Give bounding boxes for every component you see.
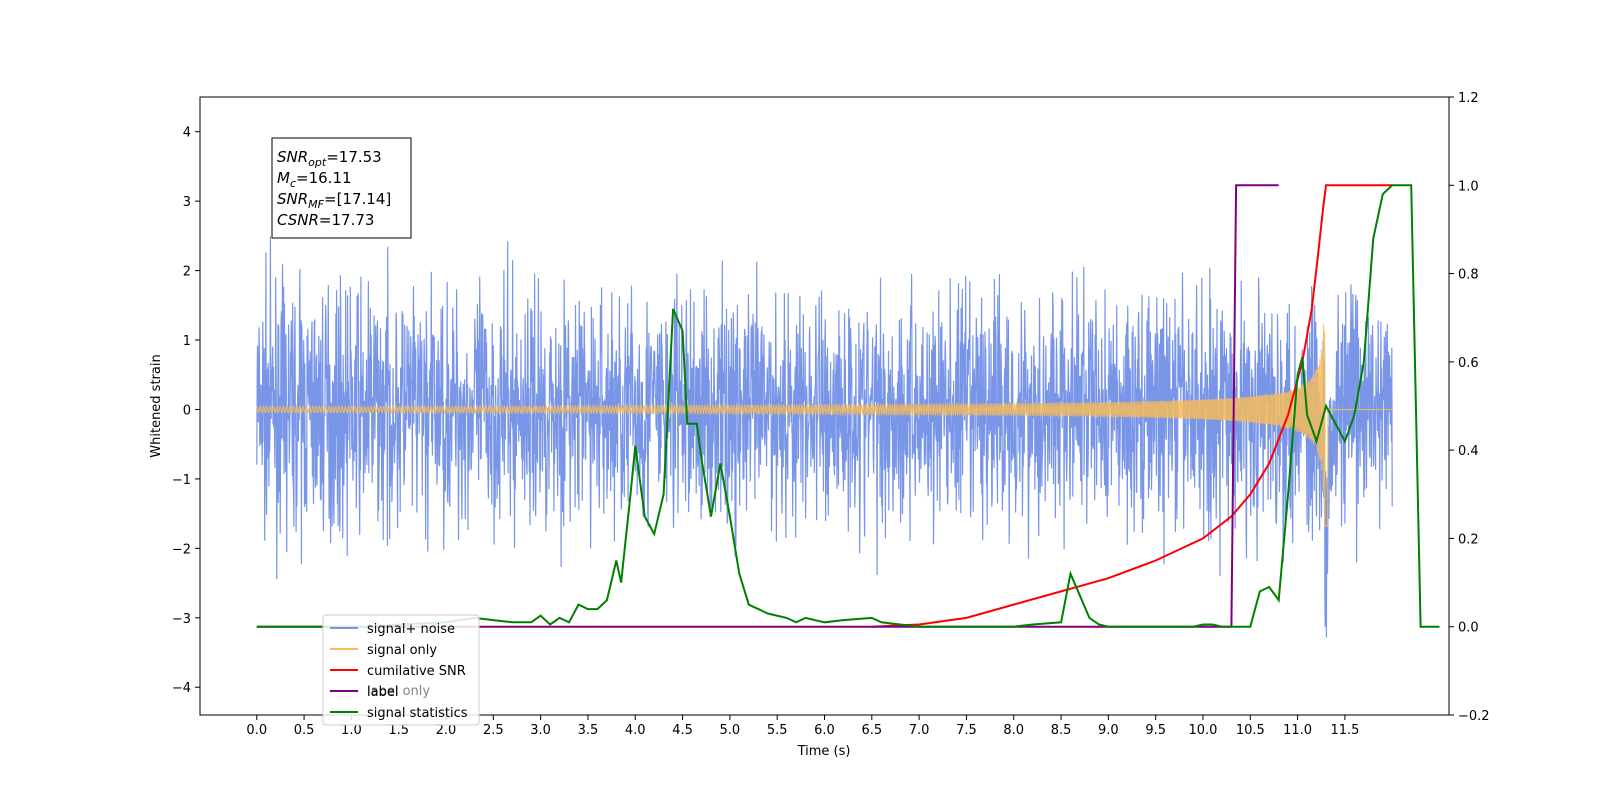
y-tick-label: −1: [172, 473, 191, 488]
x-tick-label: 6.5: [861, 723, 882, 738]
right-axis-series: [256, 184, 1440, 628]
y2-tick-label: 0.4: [1458, 444, 1479, 459]
annotation-line: Mc=16.11: [277, 169, 352, 190]
y-tick-label: 0: [183, 403, 191, 418]
x-axis-title: Time (s): [797, 744, 851, 759]
y-tick-label: 2: [183, 265, 191, 280]
annotation-line: CSNR=17.73: [277, 211, 374, 229]
x-tick-label: 10.5: [1236, 723, 1265, 738]
x-tick-label: 9.5: [1145, 723, 1166, 738]
x-tick-label: 2.0: [436, 723, 457, 738]
x-tick-label: 3.0: [530, 723, 551, 738]
legend-label: label: [367, 685, 398, 700]
x-tick-label: 3.5: [578, 723, 599, 738]
x-tick-label: 7.0: [909, 723, 930, 738]
x-tick-label: 9.0: [1098, 723, 1119, 738]
x-tick-label: 8.5: [1051, 723, 1072, 738]
annotation-box: SNRopt=17.53Mc=16.11SNRMF=[17.14]CSNR=17…: [271, 137, 412, 239]
x-tick-label: 8.0: [1003, 723, 1024, 738]
legend-ghost-label: label only: [367, 684, 430, 699]
x-tick-label: 11.5: [1330, 723, 1359, 738]
legend-label: cumilative SNR: [367, 664, 466, 679]
x-tick-label: 11.0: [1283, 723, 1312, 738]
y2-tick-label: 1.2: [1458, 91, 1479, 106]
x-tick-label: 5.5: [767, 723, 788, 738]
legend-label: signal statistics: [367, 706, 468, 721]
y-tick-label: 3: [183, 195, 191, 210]
x-tick-label: 7.5: [956, 723, 977, 738]
legend-box: [322, 614, 480, 726]
y-axis-left: −4 −3 −2 −1 0 1 2 3 4: [172, 126, 200, 696]
label-line: [256, 184, 1279, 628]
y2-tick-label: 1.0: [1458, 179, 1479, 194]
x-axis: 0.0 0.5 1.0 1.5 2.0 2.5 3.0 3.5 4.0 4.5 5.0 5.5 6.0 6…: [246, 715, 1359, 738]
y-tick-label: −4: [172, 681, 191, 696]
x-tick-label: 1.5: [388, 723, 409, 738]
x-tick-label: 0.5: [294, 723, 315, 738]
y2-tick-label: −0.2: [1458, 709, 1490, 724]
signal-only-series: [256, 323, 1392, 527]
annotation-line: SNRopt=17.53: [277, 148, 382, 169]
y-axis-right: −0.2 0.0 0.2 0.4 0.6 0.8 1.0 1.2: [1449, 91, 1490, 724]
x-tick-label: 6.0: [814, 723, 835, 738]
signal-noise-series: [256, 236, 1393, 638]
signal-only-line: [256, 323, 1392, 527]
signal-statistics-line: [256, 184, 1440, 628]
y-axis-title: Whitened strain: [149, 354, 164, 457]
x-tick-label: 0.0: [246, 723, 267, 738]
legend-label: signal only: [367, 643, 437, 658]
y2-tick-label: 0.0: [1458, 621, 1479, 636]
y-tick-label: 1: [183, 334, 191, 349]
y2-tick-label: 0.6: [1458, 356, 1479, 371]
annotation-frame: [271, 137, 412, 239]
annotation-line: SNRMF=[17.14]: [277, 190, 391, 211]
y2-tick-label: 0.2: [1458, 532, 1479, 547]
legend: label only signal+ noise signal only cumila…: [322, 614, 480, 726]
y-tick-label: 4: [183, 126, 191, 141]
cumilative-snr-line: [871, 184, 1393, 628]
x-tick-label: 1.0: [341, 723, 362, 738]
y2-tick-label: 0.8: [1458, 268, 1479, 283]
x-tick-label: 4.5: [672, 723, 693, 738]
x-tick-label: 5.0: [720, 723, 741, 738]
legend-label: signal+ noise: [367, 622, 455, 637]
x-tick-label: 2.5: [483, 723, 504, 738]
x-tick-label: 10.0: [1189, 723, 1218, 738]
y-tick-label: −2: [172, 542, 191, 557]
x-tick-label: 4.0: [625, 723, 646, 738]
signal-noise-line: [256, 236, 1393, 638]
y-tick-label: −3: [172, 612, 191, 627]
